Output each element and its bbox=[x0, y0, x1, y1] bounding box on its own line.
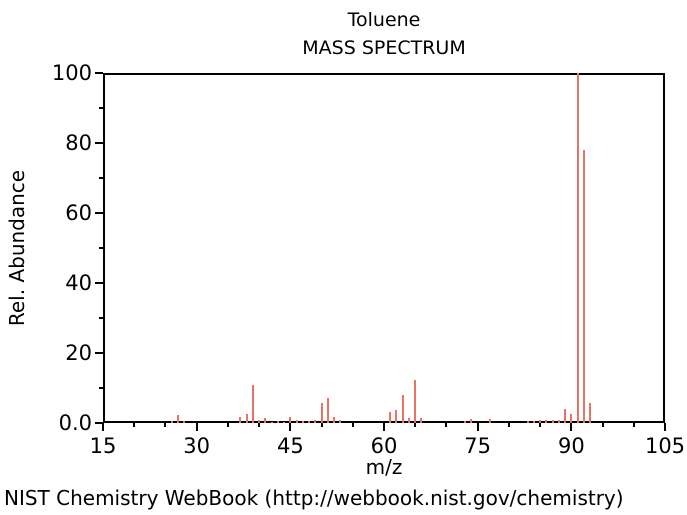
peak-line-mz-27 bbox=[176, 415, 179, 423]
x-major-tick bbox=[570, 423, 573, 431]
source-caption: NIST Chemistry WebBook (http://webbook.n… bbox=[4, 486, 624, 510]
x-major-tick bbox=[383, 423, 385, 431]
chart-title: Toluene bbox=[347, 9, 421, 31]
y-major-tick bbox=[95, 72, 103, 74]
x-tick-label: 90 bbox=[557, 434, 585, 458]
y-tick-label: 60 bbox=[65, 201, 92, 225]
x-tick-label: 60 bbox=[370, 434, 398, 458]
y-tick-label: 0.0 bbox=[58, 411, 92, 435]
y-minor-tick bbox=[99, 107, 103, 109]
peak-line-mz-86 bbox=[545, 420, 548, 423]
peak-line-mz-93 bbox=[589, 403, 592, 423]
peak-line-mz-47 bbox=[301, 421, 304, 423]
x-minor-tick bbox=[164, 423, 167, 427]
x-minor-tick bbox=[258, 423, 261, 427]
peak-line-mz-84 bbox=[532, 420, 535, 423]
y-tick-label: 100 bbox=[51, 61, 92, 85]
peak-line-mz-50 bbox=[320, 402, 323, 423]
x-major-tick bbox=[476, 423, 479, 431]
peak-line-mz-66 bbox=[420, 418, 423, 423]
peak-line-mz-26 bbox=[170, 420, 173, 423]
peak-line-mz-37 bbox=[239, 417, 242, 423]
x-tick-label: 105 bbox=[644, 434, 686, 458]
x-major-tick bbox=[664, 423, 666, 431]
peak-line-mz-88 bbox=[557, 420, 560, 423]
peak-line-mz-83 bbox=[526, 421, 529, 423]
x-minor-tick bbox=[351, 423, 354, 427]
x-minor-tick bbox=[539, 423, 542, 427]
x-axis-label: m/z bbox=[365, 455, 403, 479]
peak-line-mz-45 bbox=[289, 417, 292, 423]
y-tick-label: 20 bbox=[65, 341, 92, 365]
peak-line-mz-41 bbox=[264, 418, 267, 423]
x-minor-tick bbox=[226, 423, 229, 427]
peak-line-mz-92 bbox=[582, 150, 585, 423]
x-tick-label: 45 bbox=[276, 434, 304, 458]
x-major-tick bbox=[289, 423, 292, 431]
peak-line-mz-64 bbox=[407, 418, 410, 423]
peak-line-mz-89 bbox=[564, 408, 567, 423]
y-minor-tick bbox=[99, 177, 103, 179]
y-tick-label: 80 bbox=[65, 131, 92, 155]
peak-line-mz-61 bbox=[389, 411, 392, 423]
x-minor-tick bbox=[133, 423, 136, 427]
peak-line-mz-63 bbox=[401, 394, 404, 423]
peak-line-mz-73 bbox=[464, 420, 467, 423]
peak-line-mz-42 bbox=[270, 421, 273, 423]
y-major-tick bbox=[95, 142, 103, 144]
peak-line-mz-74 bbox=[470, 419, 473, 423]
peak-line-mz-39 bbox=[251, 384, 254, 423]
x-tick-label: 30 bbox=[183, 434, 211, 458]
x-major-tick bbox=[102, 423, 104, 431]
peak-line-mz-44 bbox=[283, 421, 286, 423]
y-tick-label: 40 bbox=[65, 271, 92, 295]
peak-line-mz-90 bbox=[570, 414, 573, 423]
y-major-tick bbox=[95, 352, 103, 354]
chart-subtitle: MASS SPECTRUM bbox=[302, 37, 466, 59]
peak-line-mz-46 bbox=[295, 419, 298, 423]
peak-line-mz-43 bbox=[276, 421, 279, 423]
x-tick-label: 15 bbox=[89, 434, 117, 458]
y-minor-tick bbox=[99, 247, 103, 249]
x-major-tick bbox=[195, 423, 198, 431]
y-major-tick bbox=[95, 422, 103, 424]
y-axis-label: Rel. Abundance bbox=[5, 169, 29, 327]
x-minor-tick bbox=[414, 423, 417, 427]
x-minor-tick bbox=[632, 423, 635, 427]
peak-line-mz-62 bbox=[395, 410, 398, 423]
peak-line-mz-53 bbox=[339, 419, 342, 423]
peak-line-mz-51 bbox=[326, 398, 329, 423]
peak-line-mz-49 bbox=[314, 419, 317, 423]
peak-line-mz-40 bbox=[258, 419, 261, 423]
peak-line-mz-91 bbox=[576, 73, 579, 423]
y-minor-tick bbox=[99, 317, 103, 319]
y-major-tick bbox=[95, 212, 103, 214]
y-minor-tick bbox=[99, 387, 103, 389]
x-minor-tick bbox=[601, 423, 604, 427]
plot-area bbox=[103, 73, 665, 423]
y-major-tick bbox=[95, 282, 103, 284]
peak-line-mz-48 bbox=[308, 421, 311, 423]
peak-line-mz-52 bbox=[333, 417, 336, 423]
x-minor-tick bbox=[445, 423, 448, 427]
peak-line-mz-38 bbox=[245, 413, 248, 423]
peak-line-mz-65 bbox=[414, 380, 417, 423]
peak-line-mz-28 bbox=[183, 421, 186, 423]
peak-line-mz-77 bbox=[489, 419, 492, 423]
peak-line-mz-87 bbox=[551, 419, 554, 423]
x-minor-tick bbox=[320, 423, 323, 427]
peak-line-mz-85 bbox=[539, 419, 542, 423]
x-minor-tick bbox=[507, 423, 510, 427]
x-tick-label: 75 bbox=[464, 434, 492, 458]
